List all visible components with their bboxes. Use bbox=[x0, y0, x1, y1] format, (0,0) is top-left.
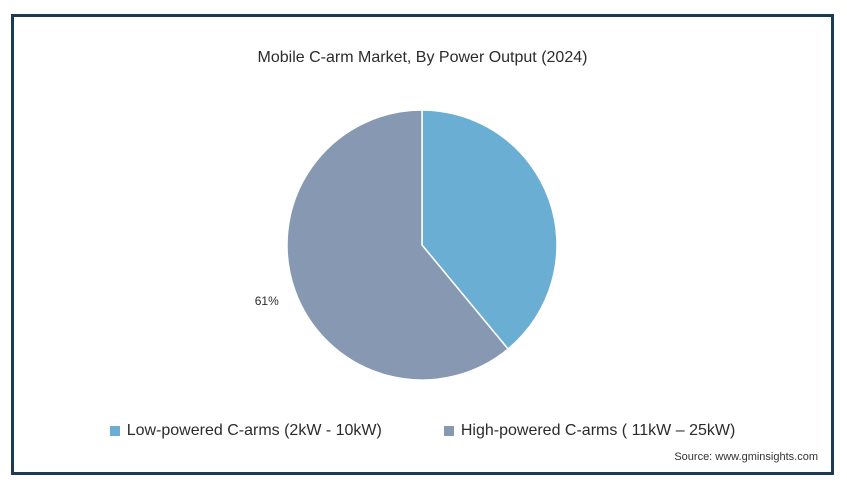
legend-label-high-powered: High-powered C-arms ( 11kW – 25kW) bbox=[460, 422, 736, 439]
pie-slice-label-1: 61% bbox=[255, 294, 279, 308]
pie-chart: 61% bbox=[255, 109, 558, 381]
legend: Low-powered C-arms (2kW - 10kW) High-pow… bbox=[14, 422, 831, 440]
legend-item-low-powered: Low-powered C-arms (2kW - 10kW) bbox=[109, 422, 382, 440]
chart-title: Mobile C-arm Market, By Power Output (20… bbox=[257, 49, 588, 66]
legend-swatch-low-powered bbox=[109, 426, 120, 436]
pie-slice-1 bbox=[286, 109, 510, 381]
pie-slice-0 bbox=[421, 109, 558, 351]
legend-label-low-powered: Low-powered C-arms (2kW - 10kW) bbox=[126, 422, 382, 439]
source-credit: Source: www.gminsights.com bbox=[674, 451, 818, 463]
legend-item-high-powered: High-powered C-arms ( 11kW – 25kW) bbox=[443, 422, 736, 440]
chart-frame: Mobile C-arm Market, By Power Output (20… bbox=[11, 14, 834, 475]
legend-swatch-high-powered bbox=[443, 426, 454, 436]
